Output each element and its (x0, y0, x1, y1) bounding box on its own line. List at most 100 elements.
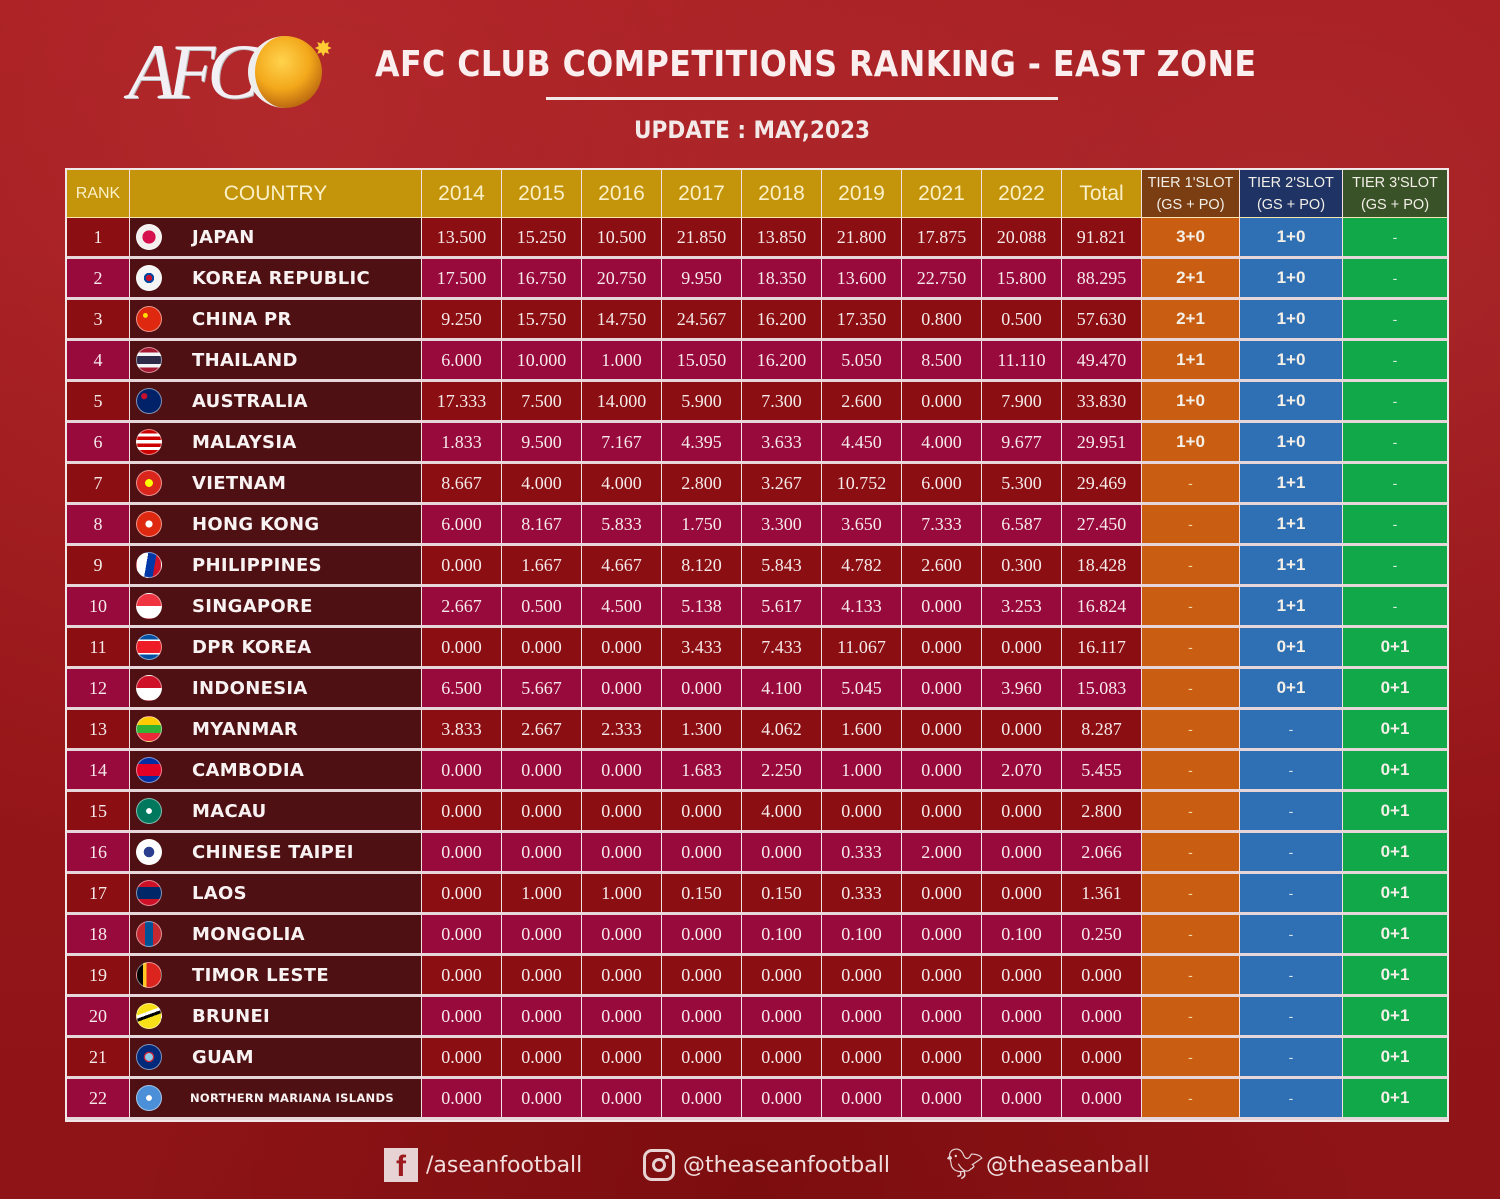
facebook-link[interactable]: f /aseanfootball (384, 1146, 582, 1184)
score-cell-2022: 0.300 (982, 546, 1062, 587)
score-cell-2017: 9.950 (662, 259, 742, 300)
sparkle-icon: ✸ (314, 36, 333, 61)
score-cell-2022: 3.960 (982, 669, 1062, 710)
tier1-slot-cell: - (1142, 628, 1240, 669)
tier1-slot-cell: - (1142, 1079, 1240, 1120)
rank-cell: 6 (67, 423, 130, 464)
tier2-slot-cell: - (1240, 874, 1343, 915)
score-cell-2014: 0.000 (422, 1079, 502, 1120)
score-cell-2022: 3.253 (982, 587, 1062, 628)
score-cell-2021: 0.000 (902, 628, 982, 669)
score-cell-2015: 0.000 (502, 751, 582, 792)
ranking-table: RANK COUNTRY 2014 2015 2016 2017 2018 20… (67, 170, 1447, 1120)
score-cell-2014: 0.000 (422, 915, 502, 956)
score-cell-2014: 3.833 (422, 710, 502, 751)
table-row: 3 CHINA PR 9.250 15.750 14.750 24.567 16.200 17… (67, 300, 1447, 341)
tier1-slot-cell: - (1142, 464, 1240, 505)
table-row: 11 DPR KOREA 0.000 0.000 0.000 3.433 7.433 11.0… (67, 628, 1447, 669)
country-cell: TIMOR LESTE (130, 956, 422, 997)
table-row: 22 NORTHERN MARIANA ISLANDS 0.000 0.000 0.00… (67, 1079, 1447, 1120)
table-row: 8 HONG KONG 6.000 8.167 5.833 1.750 3.300 3.650… (67, 505, 1447, 546)
country-name: MONGOLIA (192, 923, 305, 945)
score-cell-2019: 21.800 (822, 218, 902, 259)
total-cell: 15.083 (1062, 669, 1142, 710)
score-cell-2016: 0.000 (582, 628, 662, 669)
header-country: COUNTRY (130, 170, 422, 218)
tier3-slot-cell: - (1343, 382, 1447, 423)
header-year-2021: 2021 (902, 170, 982, 218)
score-cell-2017: 0.000 (662, 997, 742, 1038)
korea-republic-flag-icon (136, 265, 162, 291)
twitter-link[interactable]: 🐦︎ @theaseanball (946, 1146, 1150, 1184)
score-cell-2021: 2.600 (902, 546, 982, 587)
tier2-slot-cell: 1+1 (1240, 505, 1343, 546)
tier2-slot-cell: 1+0 (1240, 382, 1343, 423)
score-cell-2016: 7.167 (582, 423, 662, 464)
header-tier2-label: TIER 2'SLOT (1248, 174, 1334, 191)
score-cell-2022: 0.000 (982, 1079, 1062, 1120)
page-header: AFC ✸ AFC CLUB COMPETITIONS RANKING - EA… (0, 0, 1500, 165)
tier1-slot-cell: - (1142, 751, 1240, 792)
score-cell-2014: 9.250 (422, 300, 502, 341)
score-cell-2014: 6.000 (422, 341, 502, 382)
score-cell-2017: 2.800 (662, 464, 742, 505)
tier2-slot-cell: - (1240, 710, 1343, 751)
tier1-slot-cell: 2+1 (1142, 300, 1240, 341)
japan-flag-icon (136, 224, 162, 250)
tier3-slot-cell: 0+1 (1343, 997, 1447, 1038)
score-cell-2021: 0.800 (902, 300, 982, 341)
score-cell-2019: 0.000 (822, 792, 902, 833)
tier2-slot-cell: 1+0 (1240, 218, 1343, 259)
score-cell-2017: 0.000 (662, 792, 742, 833)
score-cell-2018: 0.000 (742, 833, 822, 874)
score-cell-2017: 0.000 (662, 915, 742, 956)
score-cell-2018: 7.300 (742, 382, 822, 423)
country-name: MACAU (192, 800, 267, 822)
score-cell-2021: 0.000 (902, 669, 982, 710)
score-cell-2019: 2.600 (822, 382, 902, 423)
score-cell-2017: 0.000 (662, 833, 742, 874)
score-cell-2018: 0.000 (742, 997, 822, 1038)
score-cell-2017: 4.395 (662, 423, 742, 464)
score-cell-2021: 0.000 (902, 751, 982, 792)
indonesia-flag-icon (136, 675, 162, 701)
score-cell-2021: 0.000 (902, 997, 982, 1038)
score-cell-2014: 6.000 (422, 505, 502, 546)
table-row: 5 AUSTRALIA 17.333 7.500 14.000 5.900 7.300 2.6… (67, 382, 1447, 423)
score-cell-2014: 0.000 (422, 833, 502, 874)
score-cell-2016: 1.000 (582, 341, 662, 382)
score-cell-2021: 0.000 (902, 1079, 982, 1120)
guam-flag-icon (136, 1044, 162, 1070)
header-rank: RANK (67, 170, 130, 218)
score-cell-2017: 1.750 (662, 505, 742, 546)
total-cell: 57.630 (1062, 300, 1142, 341)
table-row: 15 MACAU 0.000 0.000 0.000 0.000 4.000 0.000 0.0… (67, 792, 1447, 833)
header-year-2018: 2018 (742, 170, 822, 218)
score-cell-2018: 0.100 (742, 915, 822, 956)
tier3-slot-cell: - (1343, 300, 1447, 341)
country-cell: MONGOLIA (130, 915, 422, 956)
tier1-slot-cell: - (1142, 669, 1240, 710)
country-cell: AUSTRALIA (130, 382, 422, 423)
total-cell: 0.000 (1062, 1038, 1142, 1079)
table-row: 10 SINGAPORE 2.667 0.500 4.500 5.138 5.617 4.13… (67, 587, 1447, 628)
score-cell-2019: 0.333 (822, 874, 902, 915)
tier1-slot-cell: - (1142, 874, 1240, 915)
score-cell-2018: 0.000 (742, 1079, 822, 1120)
rank-cell: 16 (67, 833, 130, 874)
header-total: Total (1062, 170, 1142, 218)
instagram-link[interactable]: @theaseanfootball (643, 1146, 890, 1184)
rank-cell: 1 (67, 218, 130, 259)
score-cell-2017: 0.150 (662, 874, 742, 915)
score-cell-2021: 0.000 (902, 874, 982, 915)
score-cell-2016: 0.000 (582, 956, 662, 997)
tier2-slot-cell: 1+0 (1240, 423, 1343, 464)
score-cell-2015: 0.000 (502, 997, 582, 1038)
header-year-2016: 2016 (582, 170, 662, 218)
score-cell-2018: 4.100 (742, 669, 822, 710)
score-cell-2015: 5.667 (502, 669, 582, 710)
score-cell-2019: 3.650 (822, 505, 902, 546)
score-cell-2016: 14.750 (582, 300, 662, 341)
page-title: AFC CLUB COMPETITIONS RANKING - EAST ZON… (375, 44, 1257, 85)
header-tier2: TIER 2'SLOT (GS + PO) (1240, 170, 1343, 218)
